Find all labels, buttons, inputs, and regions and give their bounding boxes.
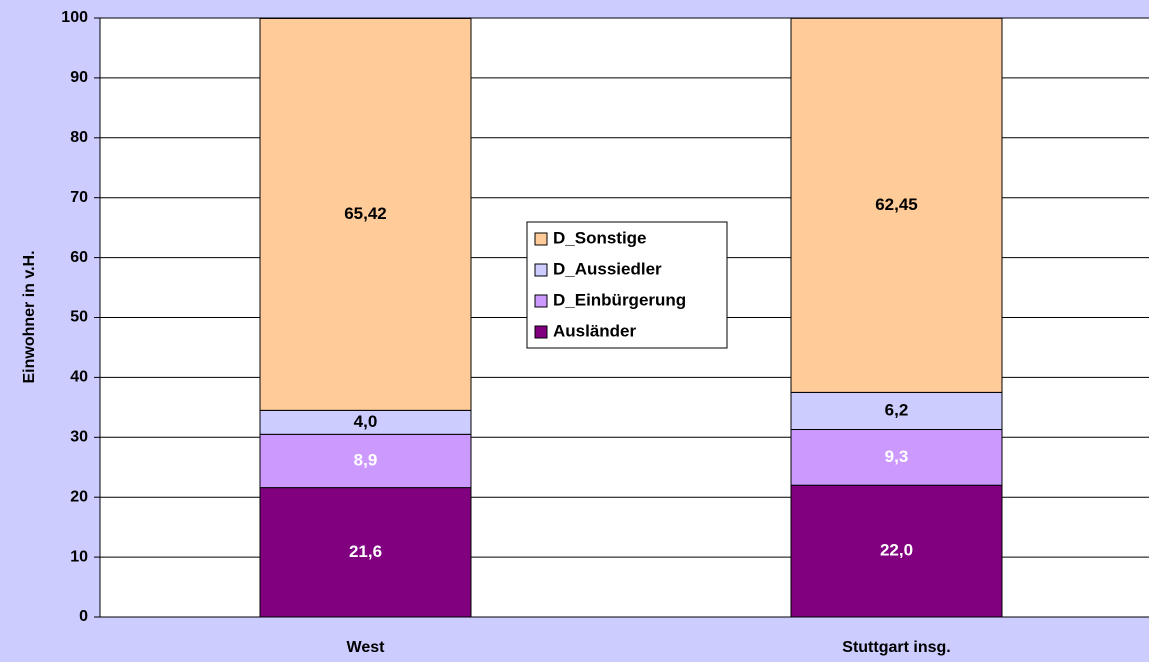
y-tick-label: 20 [70,488,88,505]
data-label: 9,3 [885,447,909,466]
legend-swatch [534,232,548,246]
bar-segment [790,391,1003,431]
bar-segment [259,433,472,489]
y-tick-label: 40 [70,369,88,386]
y-tick-label: 60 [70,249,88,266]
y-tick-label: 70 [70,189,88,206]
bar-segment [790,429,1003,486]
legend-label: D_Aussiedler [553,259,662,278]
legend-swatch [534,263,548,277]
legend-box [526,221,728,349]
data-label: 22,0 [880,541,913,560]
y-tick-label: 90 [70,69,88,86]
x-tick-label: Stuttgart insg. [842,639,950,656]
bar-segment [259,487,472,618]
legend-label: D_Sonstige [553,228,647,247]
legend-swatch [534,325,548,339]
y-axis-label: Einwohner in v.H. [21,250,38,383]
data-label: 4,0 [354,412,378,431]
data-label: 6,2 [885,400,909,419]
legend-label: D_Einbürgerung [553,290,686,309]
data-label: 62,45 [875,195,918,214]
y-tick-label: 100 [61,9,88,26]
y-tick-label: 10 [70,548,88,565]
legend-swatch [534,294,548,308]
y-tick-label: 80 [70,129,88,146]
x-tick-label: West [347,639,386,656]
bar-segment [790,484,1003,618]
y-tick-label: 30 [70,429,88,446]
y-tick-label: 50 [70,309,88,326]
legend-label: Ausländer [553,321,637,340]
data-label: 65,42 [344,204,387,223]
y-tick-label: 0 [79,608,88,625]
data-label: 21,6 [349,542,382,561]
bar-segment [259,17,472,411]
bar-segment [790,17,1003,393]
data-label: 8,9 [354,450,378,469]
